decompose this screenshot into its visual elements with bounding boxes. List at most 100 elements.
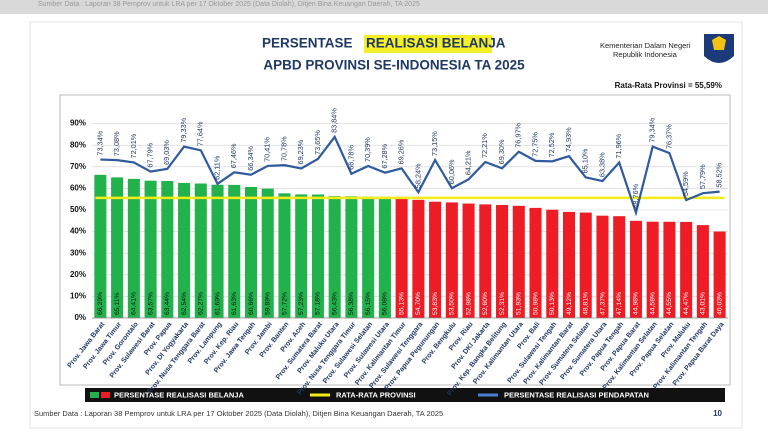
- line-value-label: 63,38%: [597, 152, 606, 177]
- bar-value-label: 64,41%: [131, 292, 138, 315]
- source-note: Sumber Data : Laporan 38 Pemprov untuk L…: [34, 409, 443, 418]
- bar: [445, 202, 458, 318]
- bar-value-label: 47,37%: [599, 292, 606, 315]
- bar: [462, 203, 475, 318]
- bar-value-label: 50,98%: [532, 292, 539, 315]
- bar: [194, 183, 207, 318]
- line-value-label: 74,93%: [564, 127, 573, 152]
- line-value-label: 69,23%: [296, 139, 305, 164]
- line-value-label: 70,78%: [279, 136, 288, 161]
- bar: [111, 177, 124, 318]
- chart-title-highlight: REALISASI BELANJA: [366, 36, 506, 51]
- bar-value-label: 63,44%: [164, 292, 171, 315]
- line-value-label: 65,10%: [581, 148, 590, 173]
- bar: [663, 221, 676, 318]
- line-value-label: 72,75%: [530, 132, 539, 157]
- bar-value-label: 54,70%: [415, 292, 422, 315]
- legend-bar: [85, 388, 725, 402]
- bar-value-label: 57,18%: [315, 292, 322, 315]
- bar-value-label: 56,15%: [365, 292, 372, 315]
- bar: [562, 211, 576, 318]
- bar-value-label: 40,03%: [716, 292, 723, 315]
- bar-value-label: 56,43%: [331, 292, 338, 315]
- bar-value-label: 49,12%: [566, 292, 573, 315]
- bar: [278, 193, 291, 318]
- bar: [362, 196, 375, 318]
- y-tick-label: 20%: [70, 270, 86, 279]
- bar: [244, 186, 258, 318]
- y-tick-label: 80%: [70, 140, 86, 149]
- bar-value-label: 66,29%: [97, 292, 104, 315]
- y-tick-label: 90%: [70, 119, 86, 128]
- country-name: Republik Indonesia: [613, 50, 678, 59]
- bar-value-label: 43,01%: [700, 292, 707, 315]
- line-value-label: 70,39%: [363, 137, 372, 162]
- logo: [704, 34, 734, 63]
- line: [100, 134, 720, 217]
- bar: [496, 205, 509, 318]
- chart-subtitle: APBD PROVINSI SE-INDONESIA TA 2025: [263, 58, 525, 73]
- bar: [412, 199, 425, 318]
- line-value-label: 70,41%: [263, 137, 272, 162]
- bar-value-label: 62,54%: [181, 292, 188, 315]
- title-highlight-bg: [364, 35, 492, 53]
- bar: [613, 216, 626, 318]
- bar: [127, 178, 140, 318]
- line-value-label: 76,37%: [664, 124, 673, 149]
- y-tick-label: 60%: [70, 184, 86, 193]
- line-value-label: 79,33%: [179, 117, 188, 142]
- y-tick-label: 0%: [74, 313, 86, 322]
- bar: [395, 198, 408, 318]
- bar-value-label: 44,47%: [683, 292, 690, 315]
- line-value-label: 62,11%: [212, 155, 221, 180]
- average-label: Rata-Rata Provinsi = 55,59%: [615, 81, 722, 90]
- ministry-name: Kementerian Dalam Negeri: [600, 41, 691, 50]
- bar-value-label: 65,11%: [114, 292, 121, 315]
- bar-value-label: 61,63%: [231, 292, 238, 315]
- legend-swatch: [90, 392, 99, 398]
- legend-label: RATA-RATA PROVINSI: [336, 390, 416, 399]
- bar-value-label: 62,27%: [198, 292, 205, 315]
- bar: [144, 180, 157, 318]
- line-value-label: 67,79%: [146, 142, 155, 167]
- bar-value-label: 50,13%: [549, 292, 556, 315]
- bar: [546, 209, 559, 318]
- bar-value-label: 53,50%: [449, 292, 456, 315]
- bar: [94, 174, 107, 318]
- line-value-label: 57,79%: [698, 164, 707, 189]
- bar-value-label: 44,58%: [649, 292, 656, 315]
- line-value-label: 54,59%: [681, 171, 690, 196]
- line-value-label: 64,21%: [464, 150, 473, 175]
- y-tick-label: 70%: [70, 162, 86, 171]
- bar: [579, 212, 592, 318]
- bar-value-label: 56,38%: [348, 292, 355, 315]
- line-value-label: 67,28%: [380, 143, 389, 168]
- bar-value-label: 44,98%: [633, 292, 640, 315]
- bar: [529, 207, 542, 318]
- bar-value-label: 57,72%: [281, 292, 288, 315]
- bar: [311, 194, 324, 318]
- line-value-label: 73,65%: [313, 130, 322, 155]
- bar: [596, 215, 609, 318]
- bar-value-label: 57,23%: [298, 292, 305, 315]
- bar: [178, 182, 191, 318]
- bar: [646, 221, 659, 318]
- bar-value-label: 55,13%: [398, 292, 405, 315]
- bar: [295, 194, 308, 318]
- line-value-label: 66,34%: [246, 145, 255, 170]
- y-tick-label: 10%: [70, 292, 86, 301]
- line-value-label: 83,84%: [330, 108, 339, 133]
- line-value-label: 76,97%: [514, 122, 523, 147]
- top-band: [0, 0, 768, 14]
- bar: [629, 220, 642, 318]
- line-value-label: 67,46%: [229, 143, 238, 168]
- bar-value-label: 52,31%: [499, 292, 506, 315]
- bar: [696, 225, 709, 318]
- y-tick-label: 30%: [70, 248, 86, 257]
- bar: [378, 196, 391, 318]
- bar-value-label: 59,89%: [265, 292, 272, 315]
- page-number: 10: [713, 409, 722, 418]
- line-value-label: 71,96%: [614, 133, 623, 158]
- y-tick-label: 40%: [70, 227, 86, 236]
